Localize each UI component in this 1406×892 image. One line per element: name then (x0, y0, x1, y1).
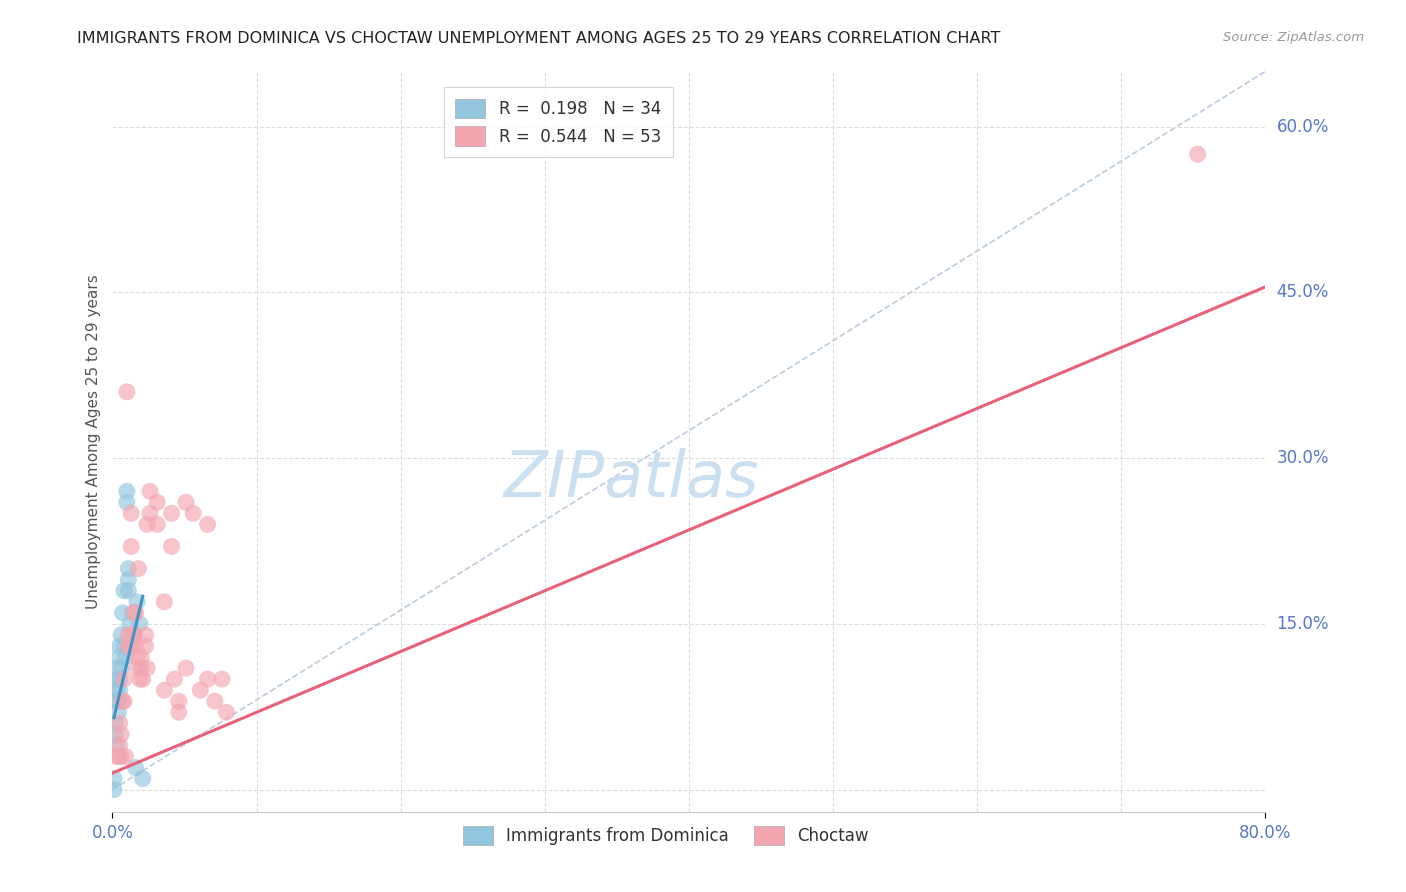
Point (124, 760, 146, 774)
Point (135, 628, 157, 642)
Point (117, 561, 139, 575)
Y-axis label: Unemployment Among Ages 25 to 29 years: Unemployment Among Ages 25 to 29 years (86, 274, 101, 609)
Point (120, 639, 142, 653)
Point (174, 495, 197, 509)
Text: 45.0%: 45.0% (1277, 284, 1329, 301)
Point (197, 517, 219, 532)
Point (163, 672, 186, 686)
Point (121, 628, 143, 642)
Point (110, 727, 132, 741)
Point (215, 706, 238, 720)
Point (107, 749, 129, 764)
Point (121, 606, 143, 620)
Point (105, 672, 128, 686)
Point (112, 672, 135, 686)
Point (120, 540, 142, 554)
Point (118, 616, 141, 631)
Point (167, 706, 190, 720)
Point (125, 661, 148, 675)
Text: ZIPatlas: ZIPatlas (503, 448, 759, 509)
Point (197, 672, 219, 686)
Point (204, 694, 226, 708)
Point (115, 484, 138, 499)
Point (108, 739, 131, 753)
Point (122, 628, 145, 642)
Point (107, 694, 129, 708)
Point (107, 706, 129, 720)
Point (108, 639, 131, 653)
Point (117, 628, 139, 642)
Point (139, 507, 162, 521)
Point (111, 606, 134, 620)
Point (103, 772, 125, 786)
Point (160, 507, 183, 521)
Point (136, 661, 159, 675)
Point (181, 507, 204, 521)
Point (112, 583, 135, 598)
Point (114, 749, 136, 764)
Point (115, 495, 138, 509)
Point (117, 573, 139, 587)
Point (105, 694, 128, 708)
Point (104, 727, 127, 741)
Point (1187, 147, 1209, 161)
Point (167, 694, 190, 708)
Point (117, 639, 139, 653)
Point (153, 595, 176, 609)
Point (128, 616, 150, 631)
Point (105, 739, 128, 753)
Legend: Immigrants from Dominica, Choctaw: Immigrants from Dominica, Choctaw (457, 819, 876, 852)
Text: 30.0%: 30.0% (1277, 449, 1329, 467)
Point (124, 639, 146, 653)
Text: Source: ZipAtlas.com: Source: ZipAtlas.com (1223, 31, 1364, 45)
Point (103, 782, 125, 797)
Point (146, 517, 169, 532)
Point (115, 384, 138, 399)
Point (129, 661, 153, 675)
Point (112, 639, 135, 653)
Text: 60.0%: 60.0% (1277, 118, 1329, 136)
Point (117, 583, 139, 598)
Point (160, 540, 183, 554)
Point (174, 661, 197, 675)
Point (127, 561, 149, 575)
Point (132, 772, 155, 786)
Point (132, 672, 155, 686)
Point (108, 716, 131, 731)
Point (111, 694, 134, 708)
Text: IMMIGRANTS FROM DOMINICA VS CHOCTAW UNEMPLOYMENT AMONG AGES 25 TO 29 YEARS CORRE: IMMIGRANTS FROM DOMINICA VS CHOCTAW UNEM… (77, 31, 1001, 46)
Point (146, 495, 169, 509)
Point (114, 650, 136, 665)
Point (110, 661, 132, 675)
Point (110, 749, 132, 764)
Point (122, 628, 145, 642)
Point (105, 749, 128, 764)
Point (105, 683, 128, 698)
Point (135, 639, 157, 653)
Point (108, 683, 131, 698)
Point (125, 595, 148, 609)
Point (125, 650, 148, 665)
Point (120, 507, 142, 521)
Point (136, 517, 159, 532)
Point (108, 672, 131, 686)
Point (190, 683, 212, 698)
Point (105, 661, 128, 675)
Point (110, 628, 132, 642)
Point (129, 650, 153, 665)
Point (211, 672, 233, 686)
Point (153, 683, 176, 698)
Point (118, 639, 141, 653)
Point (139, 484, 162, 499)
Text: 15.0%: 15.0% (1277, 615, 1329, 632)
Point (104, 716, 127, 731)
Point (112, 694, 135, 708)
Point (122, 606, 145, 620)
Point (128, 672, 150, 686)
Point (107, 650, 129, 665)
Point (124, 606, 146, 620)
